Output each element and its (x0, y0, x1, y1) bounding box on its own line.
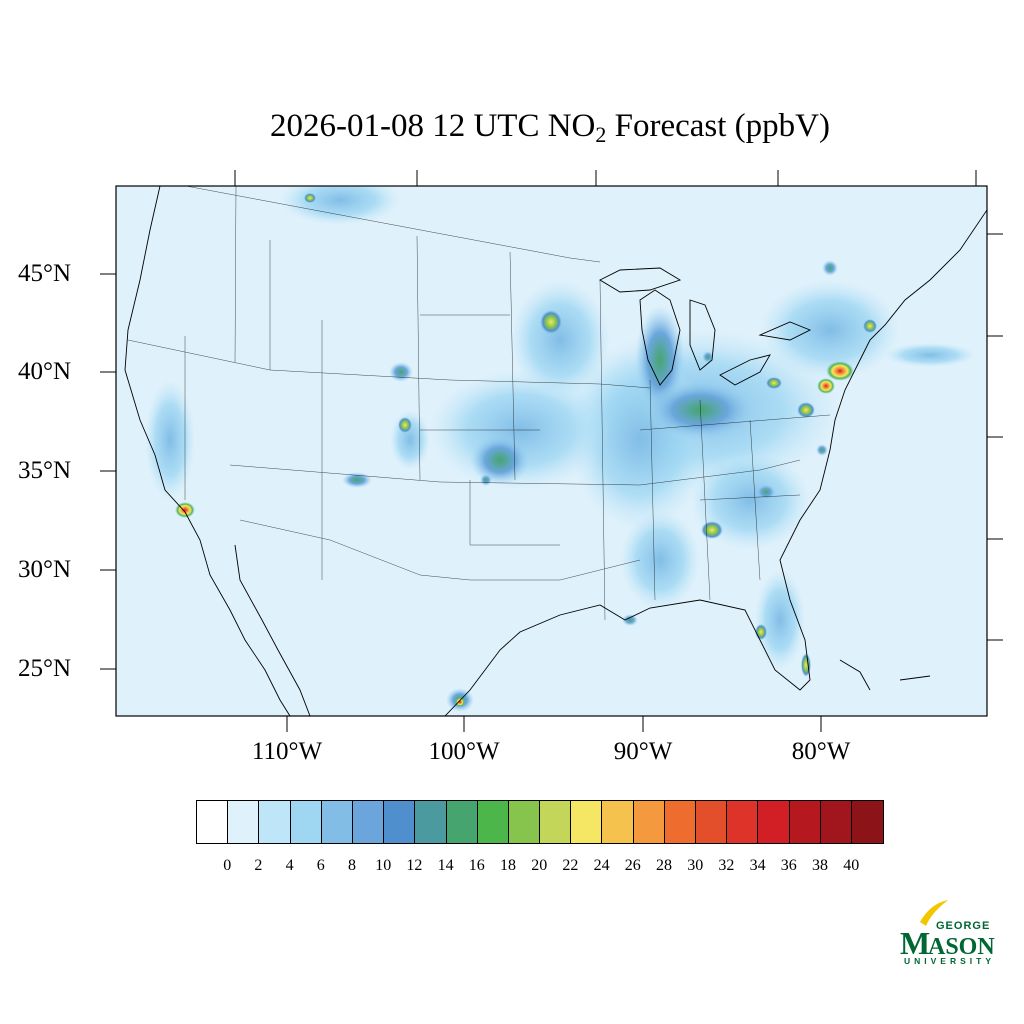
legend-swatch (508, 801, 541, 843)
map-title: 2026-01-08 12 UTC NO2 Forecast (ppbV) (0, 108, 1024, 148)
title-text: 2026-01-08 12 UTC NO (269, 108, 596, 144)
legend-tick-label: 28 (656, 857, 672, 874)
legend-tick-label: 24 (593, 857, 610, 874)
legend-tick-label: 22 (562, 857, 579, 874)
logo-line1: GEORGE (936, 920, 991, 932)
lat-label-25: 25°N (18, 655, 72, 682)
legend-swatch (727, 801, 759, 843)
lon-label-90: 90°W (613, 738, 673, 765)
legend-tick-label: 38 (812, 857, 828, 874)
legend-tick-label: 8 (348, 857, 356, 874)
legend-tick-label: 30 (687, 857, 704, 874)
legend-tick-label: 10 (375, 857, 392, 874)
title-rest: Forecast (ppbV) (606, 108, 830, 144)
legend-swatch (228, 801, 260, 843)
legend-swatch (571, 801, 603, 843)
legend-tick-label: 26 (624, 857, 641, 874)
legend-tick-label: 12 (406, 857, 423, 874)
legend-swatch (851, 801, 884, 843)
svg-text:ASON: ASON (928, 934, 995, 960)
map-frame (115, 185, 988, 717)
legend-swatch (602, 801, 634, 843)
legend-tick-label: 6 (316, 857, 325, 874)
legend-tick-label: 0 (223, 857, 232, 874)
legend-swatch (789, 801, 821, 843)
lon-label-80: 80°W (791, 738, 851, 765)
legend-swatch (696, 801, 728, 843)
george-mason-logo: M ASON GEORGE UNIVERSITY (898, 900, 1002, 970)
legend-swatch (540, 801, 572, 843)
legend-tick-label: 34 (749, 857, 766, 874)
legend-tick-label: 20 (531, 857, 548, 874)
legend-tick-label: 14 (437, 857, 454, 874)
legend-swatch (477, 801, 509, 843)
legend-swatch (415, 801, 447, 843)
legend-swatch (290, 801, 322, 843)
lon-label-100: 100°W (428, 738, 500, 765)
logo-line3: UNIVERSITY (904, 956, 996, 966)
legend-swatch (259, 801, 291, 843)
legend-swatch (758, 801, 790, 843)
legend-tick-label: 4 (285, 857, 294, 874)
legend-swatch (352, 801, 385, 843)
lat-label-30: 30°N (18, 556, 72, 583)
legend-swatch (446, 801, 478, 843)
legend-tick-label: 32 (718, 857, 735, 874)
legend-swatch (633, 801, 665, 843)
svg-text:M: M (900, 925, 930, 961)
title-subscript: 2 (595, 122, 607, 147)
lon-label-110: 110°W (251, 738, 323, 765)
legend-swatch (321, 801, 353, 843)
lat-label-40: 40°N (18, 358, 72, 385)
lat-label-35: 35°N (18, 457, 72, 484)
state-borders (127, 186, 831, 621)
legend-swatch (664, 801, 696, 843)
legend-swatch (384, 801, 416, 843)
legend-swatch (197, 801, 229, 843)
legend-swatch (820, 801, 852, 843)
color-legend (196, 800, 885, 844)
logo-mark: M ASON (900, 900, 995, 961)
frame-ticks (100, 170, 1003, 732)
legend-tick-label: 40 (843, 857, 860, 874)
legend-tick-label: 2 (254, 857, 263, 874)
legend-tick-label: 36 (780, 857, 797, 874)
concentration-field (145, 186, 975, 712)
coastlines (124, 186, 987, 716)
lat-label-45: 45°N (18, 260, 72, 287)
legend-tick-label: 18 (500, 857, 516, 874)
legend-tick-label: 16 (468, 857, 485, 874)
